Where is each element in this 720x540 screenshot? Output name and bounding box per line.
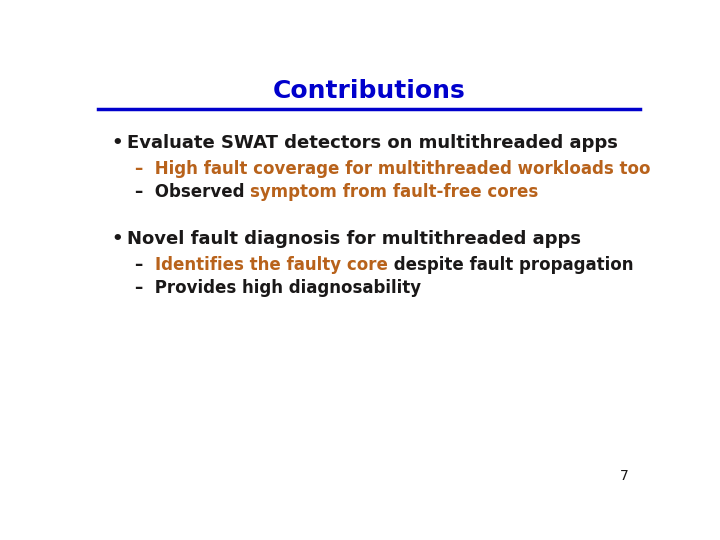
Text: •: • — [112, 230, 123, 247]
Text: –  Observed: – Observed — [135, 184, 251, 201]
Text: –  High fault coverage for multithreaded workloads too: – High fault coverage for multithreaded … — [135, 160, 650, 178]
Text: Contributions: Contributions — [273, 79, 465, 103]
Text: Novel fault diagnosis for multithreaded apps: Novel fault diagnosis for multithreaded … — [127, 230, 581, 247]
Text: •: • — [112, 134, 123, 152]
Text: 7: 7 — [620, 469, 629, 483]
Text: symptom from fault-free cores: symptom from fault-free cores — [251, 184, 539, 201]
Text: –: – — [135, 256, 155, 274]
Text: despite fault propagation: despite fault propagation — [387, 256, 633, 274]
Text: Evaluate SWAT detectors on multithreaded apps: Evaluate SWAT detectors on multithreaded… — [127, 134, 618, 152]
Text: –  Provides high diagnosability: – Provides high diagnosability — [135, 279, 421, 297]
Text: Identifies the faulty core: Identifies the faulty core — [155, 256, 387, 274]
